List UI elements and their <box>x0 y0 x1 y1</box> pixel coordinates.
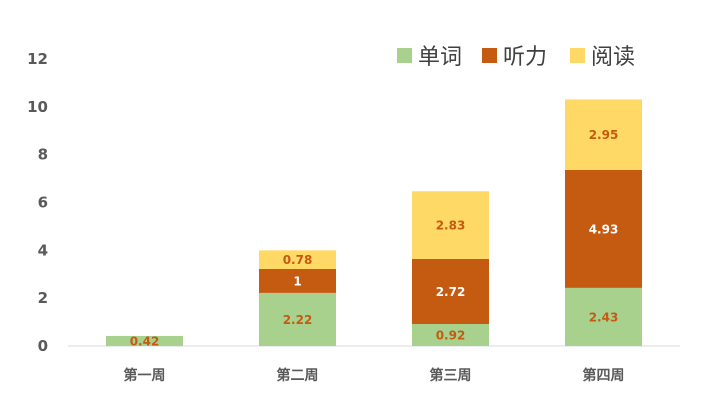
data-label: 2.95 <box>589 128 619 142</box>
bar-segment <box>412 323 489 346</box>
legend: 单词 听力 阅读 <box>397 45 635 70</box>
y-tick-label: 10 <box>27 98 48 116</box>
data-label: 2.43 <box>589 310 619 324</box>
y-tick-label: 2 <box>38 289 48 307</box>
y-tick-label: 4 <box>38 241 48 259</box>
data-label: 0.78 <box>283 253 313 267</box>
bar-segment <box>259 268 336 293</box>
bar-segment <box>259 292 336 346</box>
legend-label: 阅读 <box>591 45 635 70</box>
data-label: 4.93 <box>589 222 619 236</box>
x-axis: 第一周 第二周 第三周 第四周 <box>124 367 625 384</box>
x-category-label: 第三周 <box>430 367 472 384</box>
bar-segment <box>565 99 642 170</box>
data-label: 2.83 <box>436 219 466 233</box>
legend-swatch <box>397 48 412 63</box>
x-category-label: 第一周 <box>124 367 166 384</box>
bar-segment <box>565 287 642 346</box>
data-label: 0.42 <box>130 334 160 348</box>
data-label: 0.92 <box>436 328 466 342</box>
bar-segment <box>412 258 489 324</box>
legend-swatch <box>570 48 585 63</box>
data-label: 2.72 <box>436 285 466 299</box>
y-axis: 0 2 4 6 8 10 12 <box>27 50 48 355</box>
y-tick-label: 8 <box>38 146 48 164</box>
bar-segment <box>259 250 336 269</box>
y-tick-label: 12 <box>27 50 48 68</box>
bar-segment <box>106 335 183 346</box>
bar-segment <box>565 169 642 288</box>
legend-label: 单词 <box>418 45 462 70</box>
data-label: 2.22 <box>283 313 313 327</box>
legend-swatch <box>482 48 497 63</box>
bar-segment <box>412 191 489 259</box>
y-tick-label: 0 <box>38 337 48 355</box>
x-category-label: 第四周 <box>583 367 625 384</box>
bars: 0.42 2.22 1 0.78 0.92 2.72 2.83 2.43 4.93 2.95 <box>106 99 642 348</box>
data-label: 1 <box>293 274 301 288</box>
legend-label: 听力 <box>503 45 547 70</box>
x-category-label: 第二周 <box>277 367 319 384</box>
y-tick-label: 6 <box>38 194 48 212</box>
